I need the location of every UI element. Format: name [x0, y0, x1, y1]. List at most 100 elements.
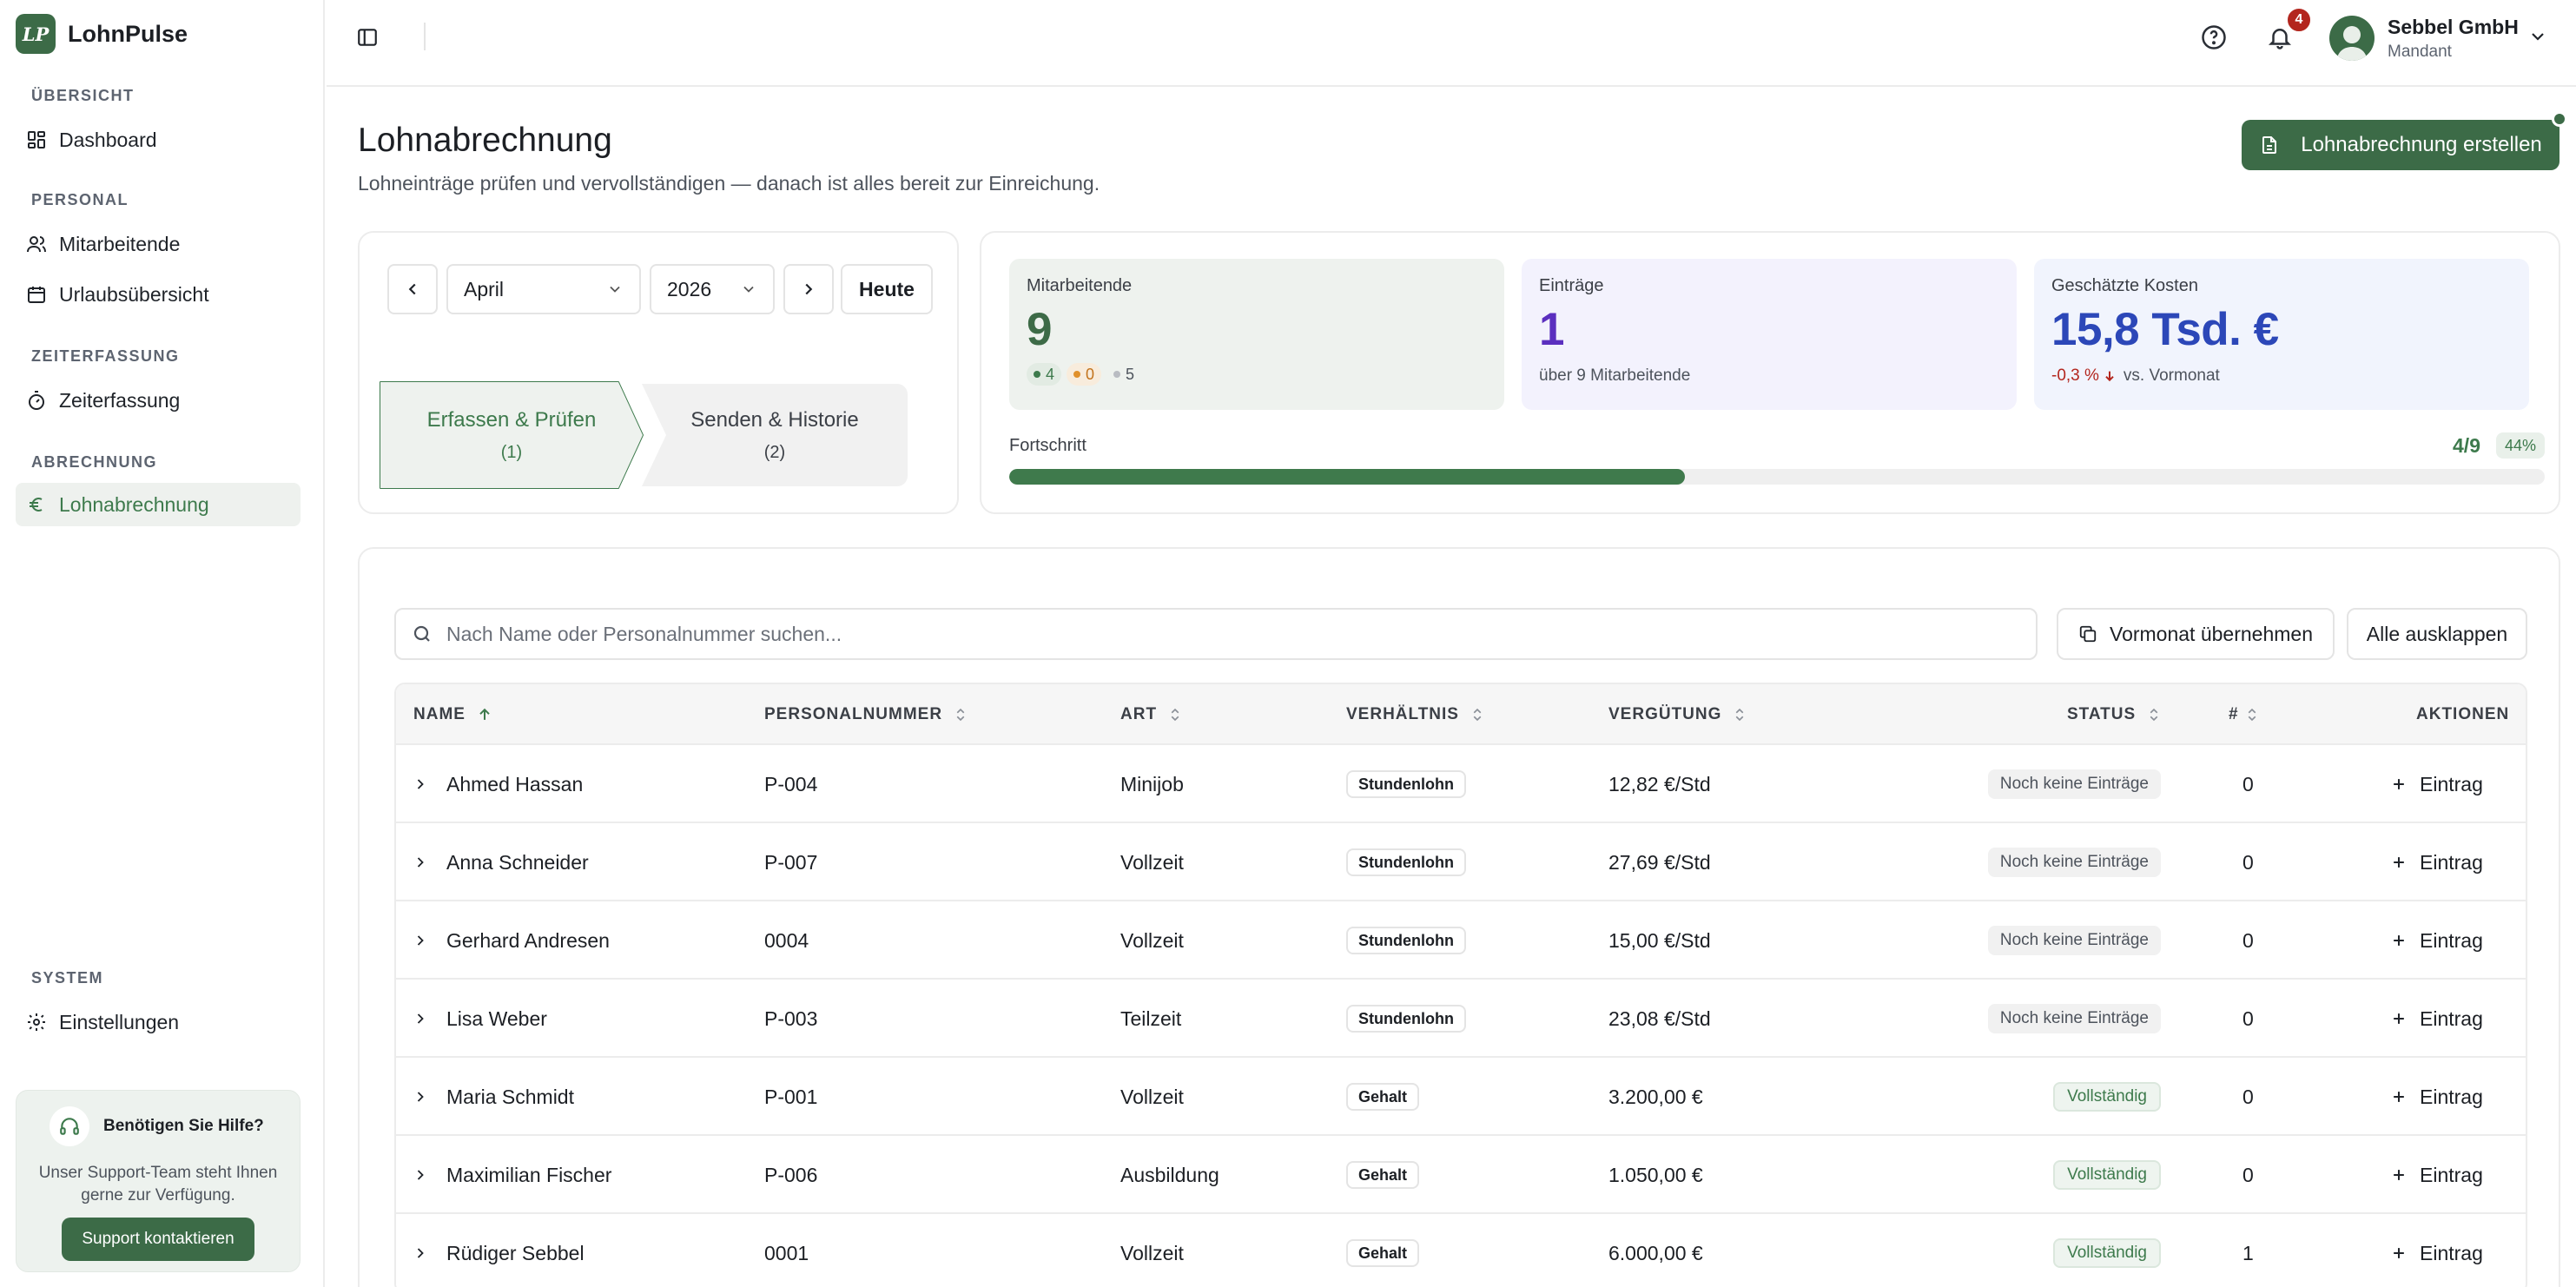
table-row[interactable]: Lisa Weber P-003 Teilzeit Stundenlohn 23,08 … [396, 980, 2526, 1058]
employee-name: Rüdiger Sebbel [446, 1241, 585, 1264]
pay-type-cell: Stundenlohn [1346, 745, 1466, 823]
table-row[interactable]: Ahmed Hassan P-004 Minijob Stundenlohn 12,82… [396, 745, 2526, 823]
year-select[interactable]: 2026 [650, 264, 775, 314]
headset-icon [50, 1106, 89, 1146]
sidebar-item-dashboard[interactable]: Dashboard [16, 118, 301, 162]
employment-type: Minijob [1120, 772, 1184, 795]
employment-type: Ausbildung [1120, 1163, 1219, 1186]
step-senden-historie[interactable]: Senden & Historie (2) [642, 384, 908, 486]
page-title: Lohnabrechnung [358, 122, 612, 159]
expand-row-chevron-icon[interactable] [412, 901, 429, 980]
euro-icon [30, 498, 43, 512]
table-row[interactable]: Rüdiger Sebbel 0001 Vollzeit Gehalt 6.000,00… [396, 1214, 2526, 1287]
section-title-personal: PERSONAL [31, 191, 129, 208]
prev-month-button[interactable] [387, 264, 438, 314]
sidebar-item-urlaubsuebersicht[interactable]: Urlaubsübersicht [16, 273, 301, 316]
compensation: 12,82 €/Std [1608, 772, 1711, 795]
expand-row-chevron-icon[interactable] [412, 823, 429, 901]
add-entry-button[interactable]: Eintrag [2390, 1136, 2483, 1214]
status-pill-complete: 4 [1027, 363, 1062, 386]
employees-value: 9 [1027, 304, 1052, 355]
tile-label: Einträge [1539, 276, 1604, 295]
add-entry-button[interactable]: Eintrag [2390, 745, 2483, 823]
plus-icon [2390, 1088, 2408, 1106]
notification-badge: 4 [2286, 7, 2312, 33]
status-badge: Vollständig [2053, 1082, 2161, 1112]
section-title-overview: ÜBERSICHT [31, 87, 135, 104]
table-row[interactable]: Maximilian Fischer P-006 Ausbildung Gehalt 1… [396, 1136, 2526, 1214]
pay-type-tag: Gehalt [1346, 1083, 1420, 1111]
add-entry-button[interactable]: Eintrag [2390, 823, 2483, 901]
search-field[interactable] [394, 608, 2038, 660]
users-icon [27, 236, 46, 253]
column-header-name[interactable]: NAME [413, 684, 493, 745]
sort-icon [1171, 708, 1179, 722]
table-row[interactable]: Gerhard Andresen 0004 Vollzeit Stundenlohn 1… [396, 901, 2526, 980]
table-row[interactable]: Maria Schmidt P-001 Vollzeit Gehalt 3.200,00… [396, 1058, 2526, 1136]
sidebar-item-zeiterfassung[interactable]: Zeiterfassung [16, 379, 301, 422]
add-entry-label: Eintrag [2420, 1085, 2483, 1108]
gear-icon [28, 1013, 45, 1031]
sidebar-item-mitarbeitende[interactable]: Mitarbeitende [16, 222, 301, 266]
status-badge: Noch keine Einträge [1987, 848, 2161, 877]
column-header-verhaeltnis[interactable]: VERHÄLTNIS [1346, 684, 1485, 745]
compensation: 6.000,00 € [1608, 1241, 1703, 1264]
copy-previous-month-button[interactable]: Vormonat übernehmen [2057, 608, 2335, 660]
step-label: Erfassen & Prüfen [426, 407, 597, 432]
create-payroll-button[interactable]: Lohnabrechnung erstellen [2242, 120, 2559, 170]
pay-type-tag: Stundenlohn [1346, 770, 1466, 798]
expand-row-chevron-icon[interactable] [412, 1058, 429, 1136]
today-button[interactable]: Heute [841, 264, 933, 314]
pay-type-tag: Stundenlohn [1346, 848, 1466, 876]
personal-number: P-007 [764, 850, 818, 874]
account-menu[interactable]: Sebbel GmbH Mandant [2388, 16, 2519, 62]
add-entry-button[interactable]: Eintrag [2390, 1058, 2483, 1136]
sidebar-item-lohnabrechnung[interactable]: Lohnabrechnung [16, 483, 301, 526]
expand-row-chevron-icon[interactable] [412, 980, 429, 1058]
status-cell: Vollständig [2053, 1214, 2161, 1287]
status-cell: Noch keine Einträge [1987, 980, 2161, 1058]
copy-previous-month-label: Vormonat übernehmen [2110, 622, 2313, 645]
entries-value: 1 [1539, 304, 1564, 355]
column-header-art[interactable]: ART [1120, 684, 1183, 745]
employees-tile: Mitarbeitende 9 4 0 5 [1009, 259, 1504, 410]
grid-icon [28, 131, 45, 148]
pay-type-tag: Stundenlohn [1346, 927, 1466, 954]
support-button[interactable]: Support kontaktieren [62, 1218, 254, 1261]
month-select[interactable]: April [446, 264, 641, 314]
bell-icon[interactable] [2267, 24, 2293, 50]
search-input[interactable] [446, 622, 1923, 646]
next-month-button[interactable] [783, 264, 834, 314]
expand-row-chevron-icon[interactable] [412, 1136, 429, 1214]
column-header-personalnummer[interactable]: PERSONALNUMMER [764, 684, 968, 745]
column-header-count[interactable]: # [2229, 684, 2260, 745]
column-header-status[interactable]: STATUS [2067, 684, 2162, 745]
add-entry-label: Eintrag [2420, 850, 2483, 874]
brand[interactable]: LP LohnPulse [16, 14, 188, 54]
help-icon[interactable] [2201, 24, 2227, 50]
sidebar-item-label: Urlaubsübersicht [59, 282, 209, 306]
expand-all-button[interactable]: Alle ausklappen [2347, 608, 2527, 660]
add-entry-label: Eintrag [2420, 1241, 2483, 1264]
plus-icon [2390, 854, 2408, 871]
delta-suffix: vs. Vormonat [2123, 366, 2220, 385]
entry-count: 1 [2242, 1241, 2254, 1264]
avatar[interactable] [2329, 16, 2375, 61]
table-row[interactable]: Anna Schneider P-007 Vollzeit Stundenlohn 27… [396, 823, 2526, 901]
status-badge: Noch keine Einträge [1987, 1004, 2161, 1033]
column-header-verguetung[interactable]: VERGÜTUNG [1608, 684, 1747, 745]
chevron-left-icon [408, 283, 416, 295]
sidebar-toggle-icon[interactable] [356, 26, 379, 49]
add-entry-button[interactable]: Eintrag [2390, 1214, 2483, 1287]
chevron-down-icon[interactable] [2527, 26, 2548, 47]
compensation: 1.050,00 € [1608, 1163, 1703, 1186]
entries-sub: über 9 Mitarbeitende [1539, 366, 1691, 385]
expand-row-chevron-icon[interactable] [412, 1214, 429, 1287]
pay-type-cell: Gehalt [1346, 1058, 1420, 1136]
add-entry-button[interactable]: Eintrag [2390, 980, 2483, 1058]
expand-row-chevron-icon[interactable] [412, 745, 429, 823]
step-erfassen-pruefen[interactable]: Erfassen & Prüfen (1) [380, 382, 643, 488]
add-entry-button[interactable]: Eintrag [2390, 901, 2483, 980]
employment-type: Vollzeit [1120, 1241, 1184, 1264]
sidebar-item-einstellungen[interactable]: Einstellungen [16, 1000, 301, 1044]
